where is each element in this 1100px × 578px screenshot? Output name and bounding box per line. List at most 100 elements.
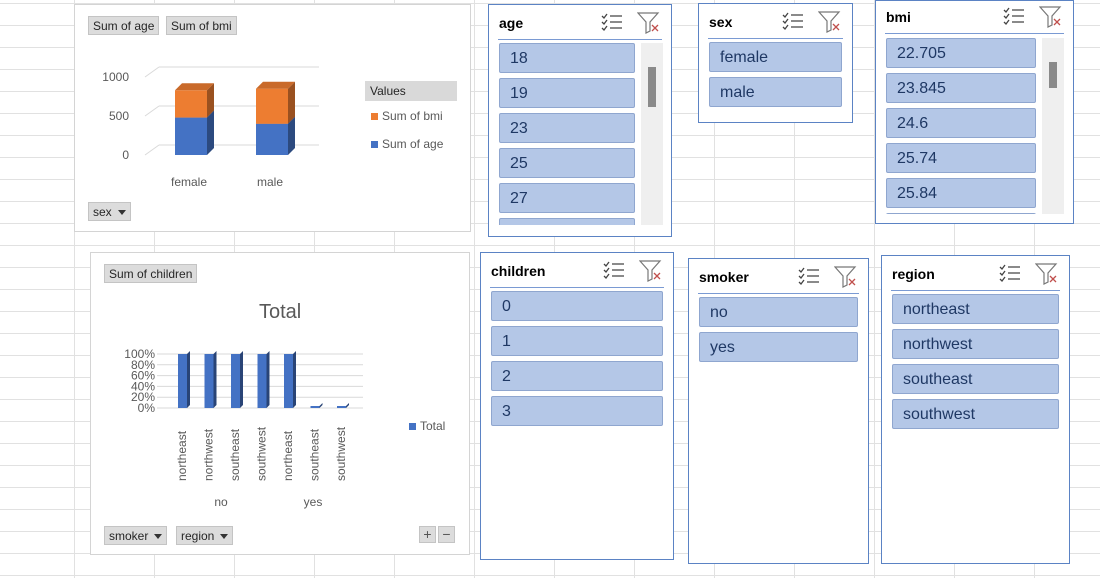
y-tick-label: 100% [124,347,155,361]
bar-total-side [240,351,243,408]
slicer-item[interactable]: 2 [491,361,663,391]
gridline [144,66,160,78]
slicer-item[interactable]: 18 [499,43,635,73]
x-category-label: female [171,175,207,189]
value-field-button-bmi[interactable]: Sum of bmi [166,16,237,35]
slicer-item[interactable]: 0 [491,291,663,321]
slicer-item[interactable]: female [709,42,842,72]
slicer-divider [708,38,843,39]
bar-total [257,354,267,408]
x-category-label: southeast [308,428,322,481]
multi-select-icon[interactable] [798,266,820,286]
scroll-thumb[interactable] [1049,62,1057,88]
collapse-field-button[interactable]: − [438,526,455,543]
slicer-smoker[interactable]: smoker no yes [688,258,869,564]
x-category-label: northwest [202,428,216,481]
scroll-thumb[interactable] [648,67,656,107]
pivot-chart-children[interactable]: Sum of children Total 0% 20% 40% 60% 80% 100%… [90,252,470,555]
clear-filter-icon[interactable] [638,260,663,282]
clear-filter-icon[interactable] [1034,263,1059,285]
bar-segment-sum-of-bmi [256,88,288,124]
x-category-label: male [257,175,283,189]
slicer-item[interactable]: northwest [892,329,1059,359]
slicer-scrollbar[interactable] [1042,38,1064,214]
y-tick-label: 500 [109,109,129,123]
x-category-label: southwest [255,426,269,481]
slicer-sex[interactable]: sex female male [698,3,853,123]
legend-item-total: Total [409,419,445,433]
slicer-title: smoker [699,269,749,285]
bar-segment-side [288,81,295,124]
axis-field-button-smoker[interactable]: smoker [104,526,168,545]
slicer-item[interactable]: northeast [892,294,1059,324]
multi-select-icon[interactable] [999,263,1021,283]
pivot-chart-age-bmi[interactable]: Sum of age Sum of bmi 0 500 1000 female male… [74,4,471,232]
slicer-scrollbar[interactable] [641,43,663,225]
axis-field-button-sex[interactable]: sex [88,202,131,221]
slicer-region[interactable]: region northeast northwest southeast sou… [881,255,1070,564]
axis-field-button-region[interactable]: region [176,526,234,545]
legend-label-age: Sum of age [382,137,444,151]
slicer-item[interactable]: 3 [491,396,663,426]
bar-total [284,354,293,408]
slicer-item[interactable]: 25.84 [886,178,1036,208]
value-field-button-age[interactable]: Sum of age [88,16,160,35]
axis-field-label-smoker: smoker [109,529,149,543]
bar-segment-top [175,83,214,91]
bar-total-side [293,351,296,408]
clear-filter-icon[interactable] [817,11,842,33]
clear-filter-icon[interactable] [833,266,858,288]
slicer-item[interactable]: 25.74 [886,143,1036,173]
slicer-item[interactable]: 22.705 [886,38,1036,68]
slicer-item[interactable]: 23 [499,113,635,143]
slicer-item[interactable]: southwest [892,399,1059,429]
slicer-item-list: 18 19 23 25 27 [499,43,635,225]
axis-field-label-sex: sex [93,205,112,219]
chart-2-plot: 0%20%40%60%80%100% northeast northwest sout… [124,347,363,509]
slicer-item[interactable]: no [699,297,858,327]
slicer-item[interactable]: yes [699,332,858,362]
slicer-toolbar [1003,6,1063,28]
multi-select-icon[interactable] [603,260,625,280]
slicer-children[interactable]: children 0 1 2 3 [480,252,674,560]
bar-total-side [319,403,323,408]
legend-title: Values [365,81,457,101]
x-category-label: southeast [228,428,242,481]
slicer-bmi[interactable]: bmi 22.705 23.845 24.6 25.74 25.84 [875,0,1074,224]
slicer-title: age [499,15,524,31]
multi-select-icon[interactable] [601,12,623,32]
slicer-item[interactable]: 1 [491,326,663,356]
bar-total-side [187,351,190,408]
value-field-button-children[interactable]: Sum of children [104,264,198,283]
slicer-item[interactable]: southeast [892,364,1059,394]
slicer-item-list: 22.705 23.845 24.6 25.74 25.84 [886,38,1036,214]
y-tick-label: 0 [122,148,129,162]
multi-select-icon[interactable] [1003,6,1025,26]
slicer-item-partial[interactable] [886,213,1036,214]
gridline [144,144,160,156]
slicer-age[interactable]: age 18 19 23 25 27 [488,4,672,237]
slicer-item-partial[interactable] [499,218,635,225]
expand-field-button[interactable]: + [419,526,436,543]
bar-total [231,354,240,408]
slicer-item[interactable]: 19 [499,78,635,108]
slicer-item[interactable]: 27 [499,183,635,213]
slicer-item[interactable]: 25 [499,148,635,178]
slicer-item[interactable]: 24.6 [886,108,1036,138]
legend-label-bmi: Sum of bmi [382,109,443,123]
slicer-item[interactable]: male [709,77,842,107]
bar-total-side [346,403,349,408]
slicer-item-list: female male [709,42,842,112]
slicer-title: children [491,263,546,279]
bar-segment-top [256,81,295,89]
slicer-item-list: no yes [699,297,858,367]
slicer-item-list: 0 1 2 3 [491,291,663,431]
clear-filter-icon[interactable] [1038,6,1063,28]
slicer-item[interactable]: 23.845 [886,73,1036,103]
slicer-toolbar [782,11,842,33]
x-group-label: no [214,495,228,509]
multi-select-icon[interactable] [782,11,804,31]
clear-filter-icon[interactable] [636,12,661,34]
bar-total [310,406,320,408]
slicer-title: bmi [886,9,911,25]
